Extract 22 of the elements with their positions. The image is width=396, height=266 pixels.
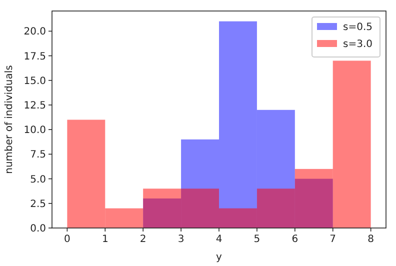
y-tick-label: 10.0 xyxy=(24,125,46,136)
x-tick-label: 6 xyxy=(292,234,298,245)
y-tick-label: 20.0 xyxy=(24,26,46,38)
legend-label: s=3.0 xyxy=(343,39,372,50)
x-axis-title: y xyxy=(216,252,222,263)
x-tick-label: 2 xyxy=(140,234,146,245)
legend-label: s=0.5 xyxy=(343,22,372,33)
y-tick-label: 0.0 xyxy=(30,224,46,234)
y-tick-label: 15.0 xyxy=(24,76,46,87)
x-tick-label: 8 xyxy=(368,234,374,245)
x-tick-label: 7 xyxy=(330,234,336,245)
x-tick-label: 1 xyxy=(102,234,108,245)
x-tick-label: 4 xyxy=(216,234,222,245)
y-tick-label: 5.0 xyxy=(30,174,46,186)
y-axis-title: number of individuals xyxy=(4,65,15,174)
x-tick-label: 0 xyxy=(64,234,70,245)
y-tick-label: 2.5 xyxy=(30,198,46,210)
x-tick-label: 3 xyxy=(178,234,184,245)
y-tick-label: 12.5 xyxy=(24,100,46,112)
y-tick-label: 17.5 xyxy=(24,51,46,62)
x-tick-label: 5 xyxy=(254,234,260,245)
y-tick-label: 7.5 xyxy=(30,150,46,161)
